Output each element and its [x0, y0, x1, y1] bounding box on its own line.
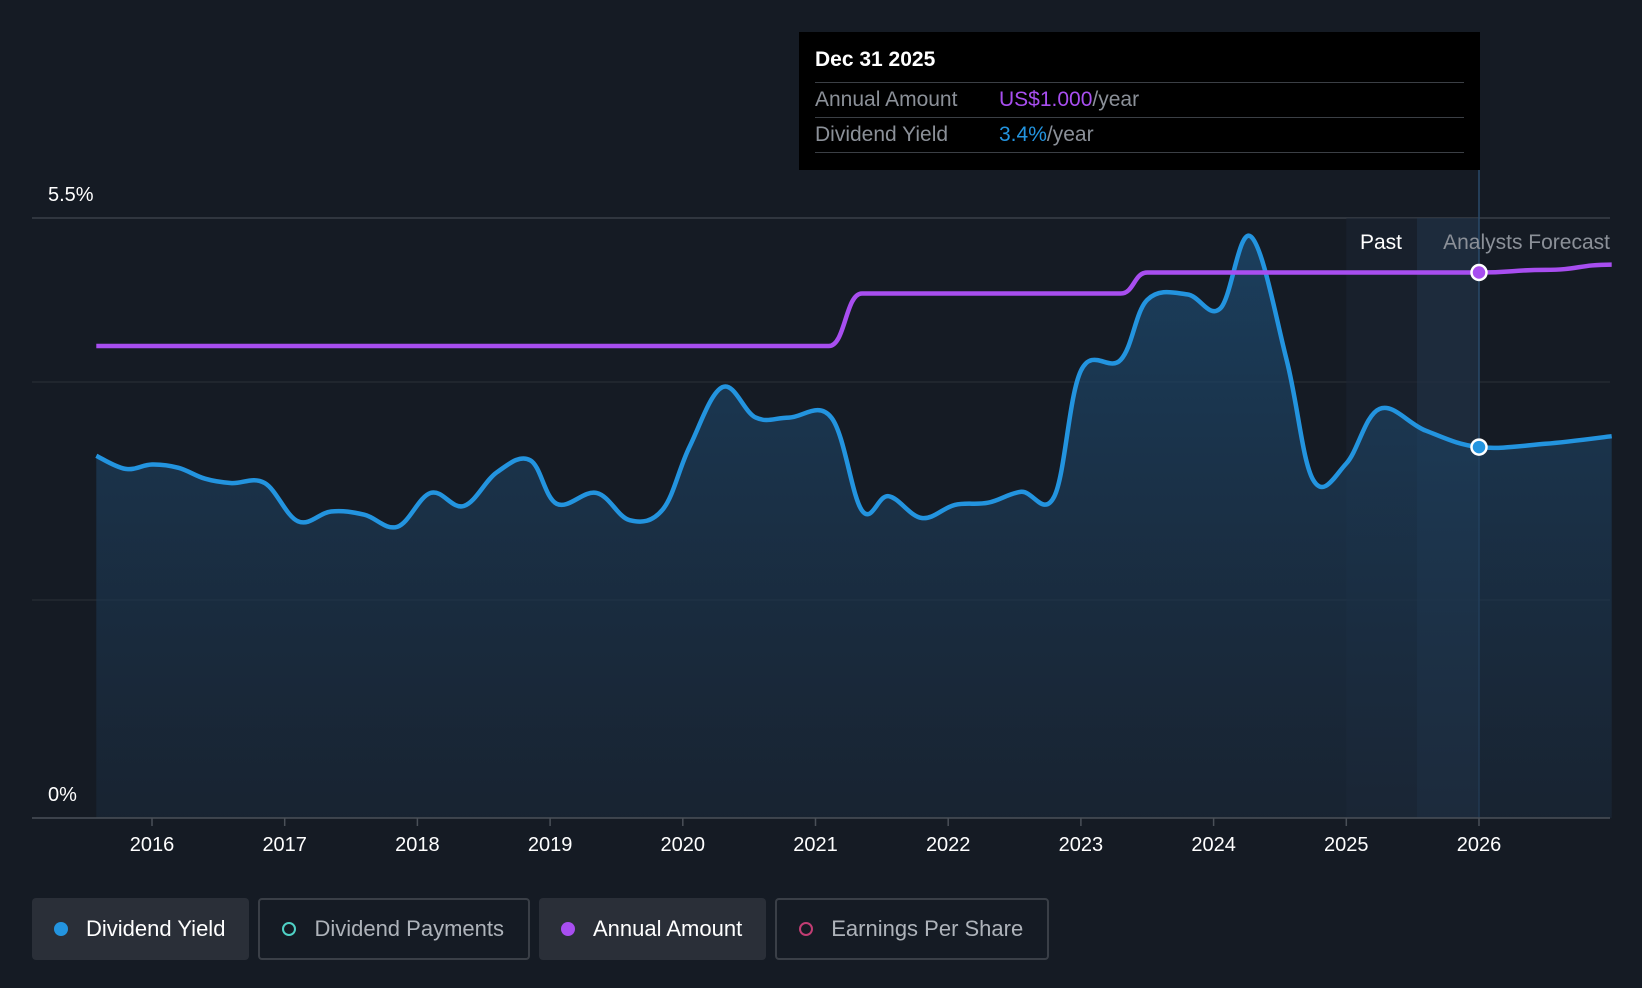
dividend-yield-area — [96, 235, 1612, 819]
x-tick-label: 2022 — [926, 834, 971, 856]
x-tick-label: 2017 — [262, 834, 307, 856]
y-axis-label-min: 0% — [48, 784, 77, 806]
dividend-yield-line — [95, 233, 1612, 530]
legend-earnings-per-share-label: Earnings Per Share — [831, 916, 1024, 941]
x-tick-label: 2021 — [793, 834, 838, 856]
legend-dividend-payments-button[interactable]: Dividend Payments — [258, 898, 530, 960]
annual-amount-line — [96, 262, 1612, 349]
x-tick-label: 2019 — [528, 834, 573, 856]
legend-dividend-payments-label: Dividend Payments — [314, 916, 504, 941]
legend-annual-amount-button[interactable]: Annual Amount — [538, 898, 767, 960]
forecast-region-label: Analysts Forecast — [1443, 231, 1610, 254]
dividend-yield-dot-icon — [54, 922, 68, 936]
tooltip-dividend-yield-label: Dividend Yield — [815, 123, 949, 146]
legend-earnings-per-share-button[interactable]: Earnings Per Share — [775, 898, 1050, 960]
earnings-per-share-circle-icon — [799, 922, 814, 936]
x-tick-label: 2023 — [1059, 834, 1104, 856]
x-tick-label: 2016 — [130, 834, 175, 856]
past-region-label: Past — [1360, 231, 1402, 254]
dividend-yield-marker — [1470, 438, 1488, 456]
y-axis-label-max: 5.5% — [48, 184, 94, 206]
tooltip: Dec 31 2025 Annual Amount US$1.000 /year… — [799, 32, 1480, 170]
annual-amount-marker — [1470, 263, 1488, 282]
x-tick-label: 2024 — [1191, 834, 1236, 856]
x-tick-label: 2020 — [661, 834, 706, 856]
tooltip-dividend-yield-unit: /year — [1046, 123, 1094, 146]
legend-dividend-yield-button[interactable]: Dividend Yield — [32, 898, 250, 960]
tooltip-dividend-yield-value: 3.4% — [999, 123, 1047, 146]
tooltip-dividend-yield-row: Dividend Yield 3.4% /year — [815, 117, 1464, 153]
x-tick-label: 2025 — [1324, 834, 1369, 856]
annual-amount-dot-icon — [560, 922, 575, 936]
legend-annual-amount-label: Annual Amount — [592, 916, 743, 941]
tooltip-annual-amount-value: US$1.000 — [999, 88, 1093, 111]
x-tick-label: 2026 — [1457, 834, 1502, 856]
tooltip-annual-amount-label: Annual Amount — [815, 88, 958, 111]
x-tick-label: 2018 — [395, 834, 440, 856]
legend: Dividend Yield Dividend Payments Annual … — [32, 898, 1050, 960]
tooltip-annual-amount-unit: /year — [1092, 88, 1140, 111]
tooltip-date: Dec 31 2025 — [815, 48, 936, 71]
dividend-payments-circle-icon — [282, 922, 297, 936]
legend-dividend-yield-label: Dividend Yield — [86, 916, 226, 941]
tooltip-annual-amount-row: Annual Amount US$1.000 /year — [815, 82, 1464, 117]
